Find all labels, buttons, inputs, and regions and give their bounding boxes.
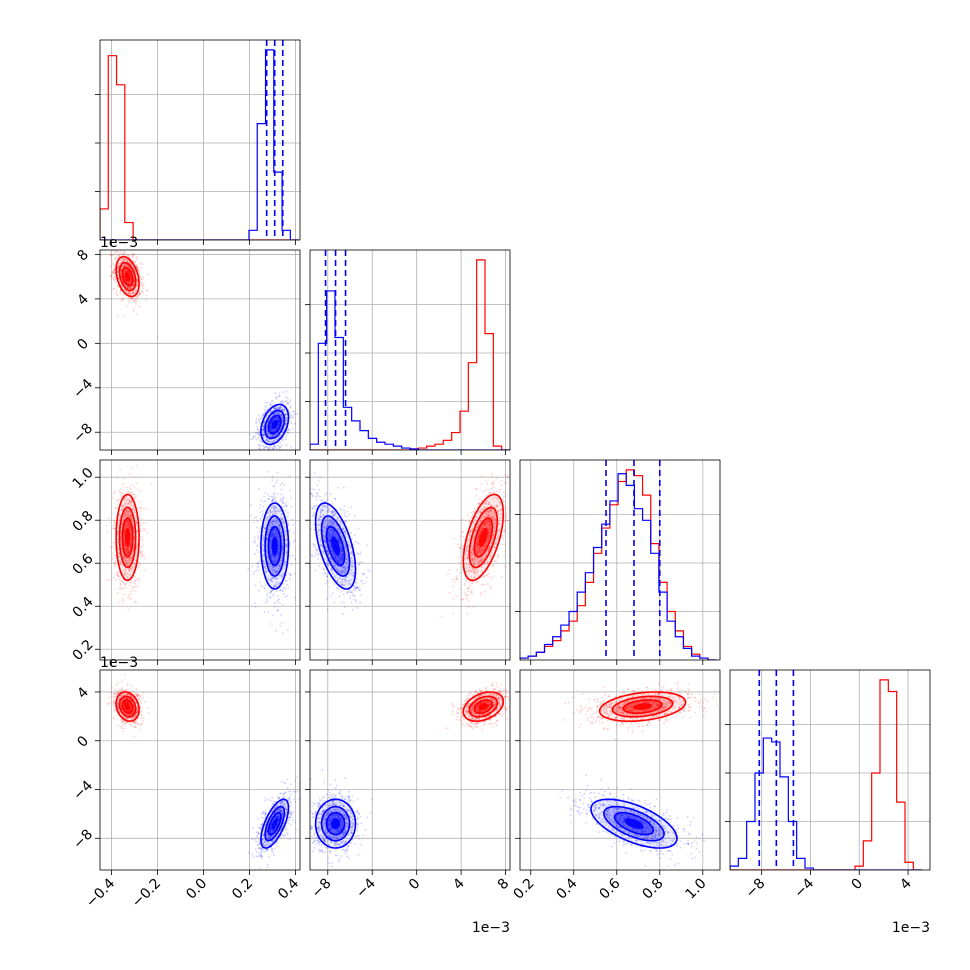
x-offset-label: 1e−3 — [892, 920, 930, 936]
x-tick-label: −0.4 — [83, 875, 118, 910]
hist-0-series-1 — [100, 49, 299, 240]
x-tick-label: −0.2 — [129, 876, 164, 911]
scatter-panel-3-1 — [309, 669, 511, 871]
x-tick-label: 0.4 — [554, 875, 581, 902]
hist-frame-2 — [519, 459, 721, 661]
hist-frame-0 — [99, 39, 301, 241]
scatter-frame-3-2 — [519, 669, 721, 871]
hist-1-series-0 — [310, 259, 510, 450]
x-tick-label: 0.2 — [511, 876, 538, 903]
scatter-panel-2-1 — [309, 459, 511, 661]
hist-0-series-0 — [100, 55, 299, 240]
hist-2-series-1 — [520, 473, 717, 660]
hist-2-series-0 — [520, 469, 717, 660]
scatter-panel-1-0 — [99, 249, 301, 451]
y-tick-label: 4 — [74, 684, 92, 702]
x-tick-label: −8 — [743, 876, 769, 902]
hist-panel-1 — [305, 249, 511, 451]
hist-3-series-1 — [730, 737, 922, 870]
x-tick-label: 1.0 — [683, 876, 710, 903]
y-tick-label: 0.6 — [70, 551, 97, 578]
x-tick-label: 0 — [848, 876, 866, 894]
y-tick-label: −8 — [70, 420, 96, 446]
hist-frame-3 — [729, 669, 931, 871]
y-tick-label: 4 — [74, 291, 92, 309]
scatter-frame-3-1 — [309, 669, 511, 871]
y-tick-label: 8 — [74, 247, 92, 265]
x-tick-label: 4 — [450, 875, 468, 893]
y-tick-label: 0.2 — [70, 637, 97, 664]
scatter-frame-3-0 — [99, 669, 301, 871]
scatter-frame-2-0 — [99, 459, 301, 661]
y-tick-label: −8 — [70, 827, 96, 853]
x-tick-label: −4 — [353, 875, 379, 901]
x-tick-label: 0.4 — [275, 875, 302, 902]
scatter-panel-3-0 — [99, 669, 301, 871]
scatter-panel-2-0 — [99, 459, 301, 661]
x-tick-label: −8 — [309, 876, 335, 902]
x-tick-label: 0.8 — [640, 876, 667, 903]
hist-1-series-1 — [310, 290, 510, 450]
x-tick-label: 0.6 — [597, 875, 624, 902]
y-tick-label: 0.4 — [70, 594, 97, 621]
y-offset-label: 1e−3 — [100, 655, 138, 671]
y-tick-label: 0 — [74, 336, 92, 354]
x-tick-label: 0.0 — [183, 876, 210, 903]
y-offset-label: 1e−3 — [100, 235, 138, 251]
y-tick-label: 1.0 — [70, 465, 97, 492]
x-tick-label: 0.2 — [229, 876, 256, 903]
x-tick-label: 8 — [495, 876, 513, 894]
y-tick-label: −4 — [70, 778, 96, 804]
hist-3-series-0 — [730, 679, 922, 870]
y-tick-label: 0.8 — [70, 508, 97, 535]
x-tick-label: 4 — [897, 875, 915, 893]
hist-panel-0 — [95, 39, 301, 241]
hist-panel-3 — [725, 669, 931, 871]
scatter-frame-2-1 — [309, 459, 511, 661]
y-tick-label: −4 — [70, 376, 96, 402]
x-tick-label: 0 — [406, 876, 424, 894]
x-offset-label: 1e−3 — [472, 920, 510, 936]
hist-panel-2 — [515, 459, 721, 661]
y-tick-label: 0 — [74, 733, 92, 751]
scatter-panel-3-2 — [519, 669, 721, 871]
hist-frame-1 — [309, 249, 511, 451]
scatter-frame-1-0 — [99, 249, 301, 451]
x-tick-label: −4 — [791, 875, 817, 901]
